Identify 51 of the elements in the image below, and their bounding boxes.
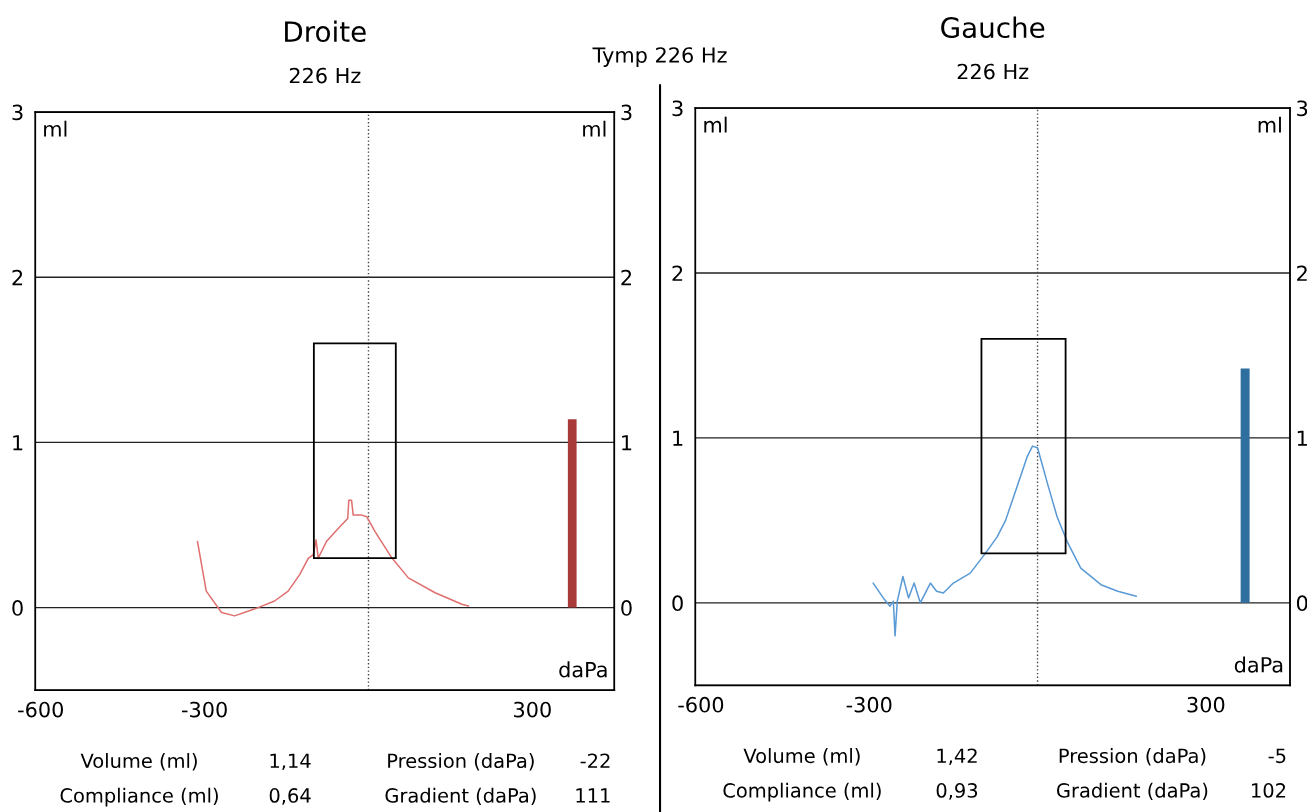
y2-tick-label: 3	[1297, 100, 1307, 117]
y-tick-label: 0	[12, 600, 23, 616]
y2-axis-title: ml	[1258, 116, 1281, 133]
text: -22	[580, 753, 610, 768]
y-axis-title: ml	[704, 116, 727, 133]
x-tick-label: 300	[1187, 696, 1225, 713]
text: Gradient (daPa)	[1057, 782, 1208, 801]
y-tick-label: 3	[12, 104, 23, 121]
text: Volume (ml)	[80, 753, 197, 771]
chart-title: Droite	[285, 20, 366, 43]
text: -5	[1268, 748, 1286, 764]
text: Tymp 226 Hz	[592, 47, 727, 67]
text: Pression (daPa)	[1059, 748, 1206, 766]
line-series	[196, 499, 470, 617]
line-series	[872, 445, 1138, 637]
text: Pression (daPa)	[388, 753, 534, 771]
y2-tick-label: 1	[622, 435, 632, 451]
y2-tick-label: 1	[1297, 430, 1307, 446]
text: 0,64	[269, 788, 311, 805]
text: 111	[576, 788, 610, 803]
x-tick-label: -600	[678, 696, 724, 713]
x-tick-label: -600	[18, 701, 64, 718]
text: 0,93	[936, 783, 978, 800]
x-tick-label: 300	[514, 701, 551, 718]
x-tick-label: -300	[182, 701, 227, 718]
y2-tick-label: 3	[621, 104, 632, 121]
chart-subtitle: 226 Hz	[957, 63, 1029, 80]
text: Gradient (daPa)	[385, 787, 536, 806]
y-tick-label: 2	[12, 269, 23, 286]
text: 1,42	[937, 748, 977, 766]
y-tick-label: 1	[13, 435, 23, 451]
x-tick-label: -300	[846, 696, 892, 713]
x-axis-title: daPa	[1234, 656, 1283, 673]
y2-tick-label: 2	[1297, 265, 1307, 281]
text: 1,14	[270, 753, 311, 771]
y2-tick-label: 0	[1296, 595, 1307, 612]
text: Compliance (ml)	[60, 787, 218, 807]
y-tick-label: 0	[672, 595, 683, 612]
y-tick-label: 2	[672, 265, 683, 281]
y2-axis-title: ml	[583, 120, 606, 137]
y-tick-label: 1	[673, 430, 683, 446]
text: Compliance (ml)	[723, 782, 881, 802]
y2-tick-label: 2	[621, 269, 632, 286]
y-axis-title: ml	[44, 120, 67, 137]
chart-title: Gauche	[941, 16, 1045, 39]
text: Volume (ml)	[743, 748, 860, 766]
text: 102	[1252, 783, 1286, 798]
y2-tick-label: 0	[621, 600, 632, 616]
y-tick-label: 3	[672, 100, 683, 117]
chart-subtitle: 226 Hz	[289, 67, 361, 84]
x-axis-title: daPa	[559, 661, 607, 678]
